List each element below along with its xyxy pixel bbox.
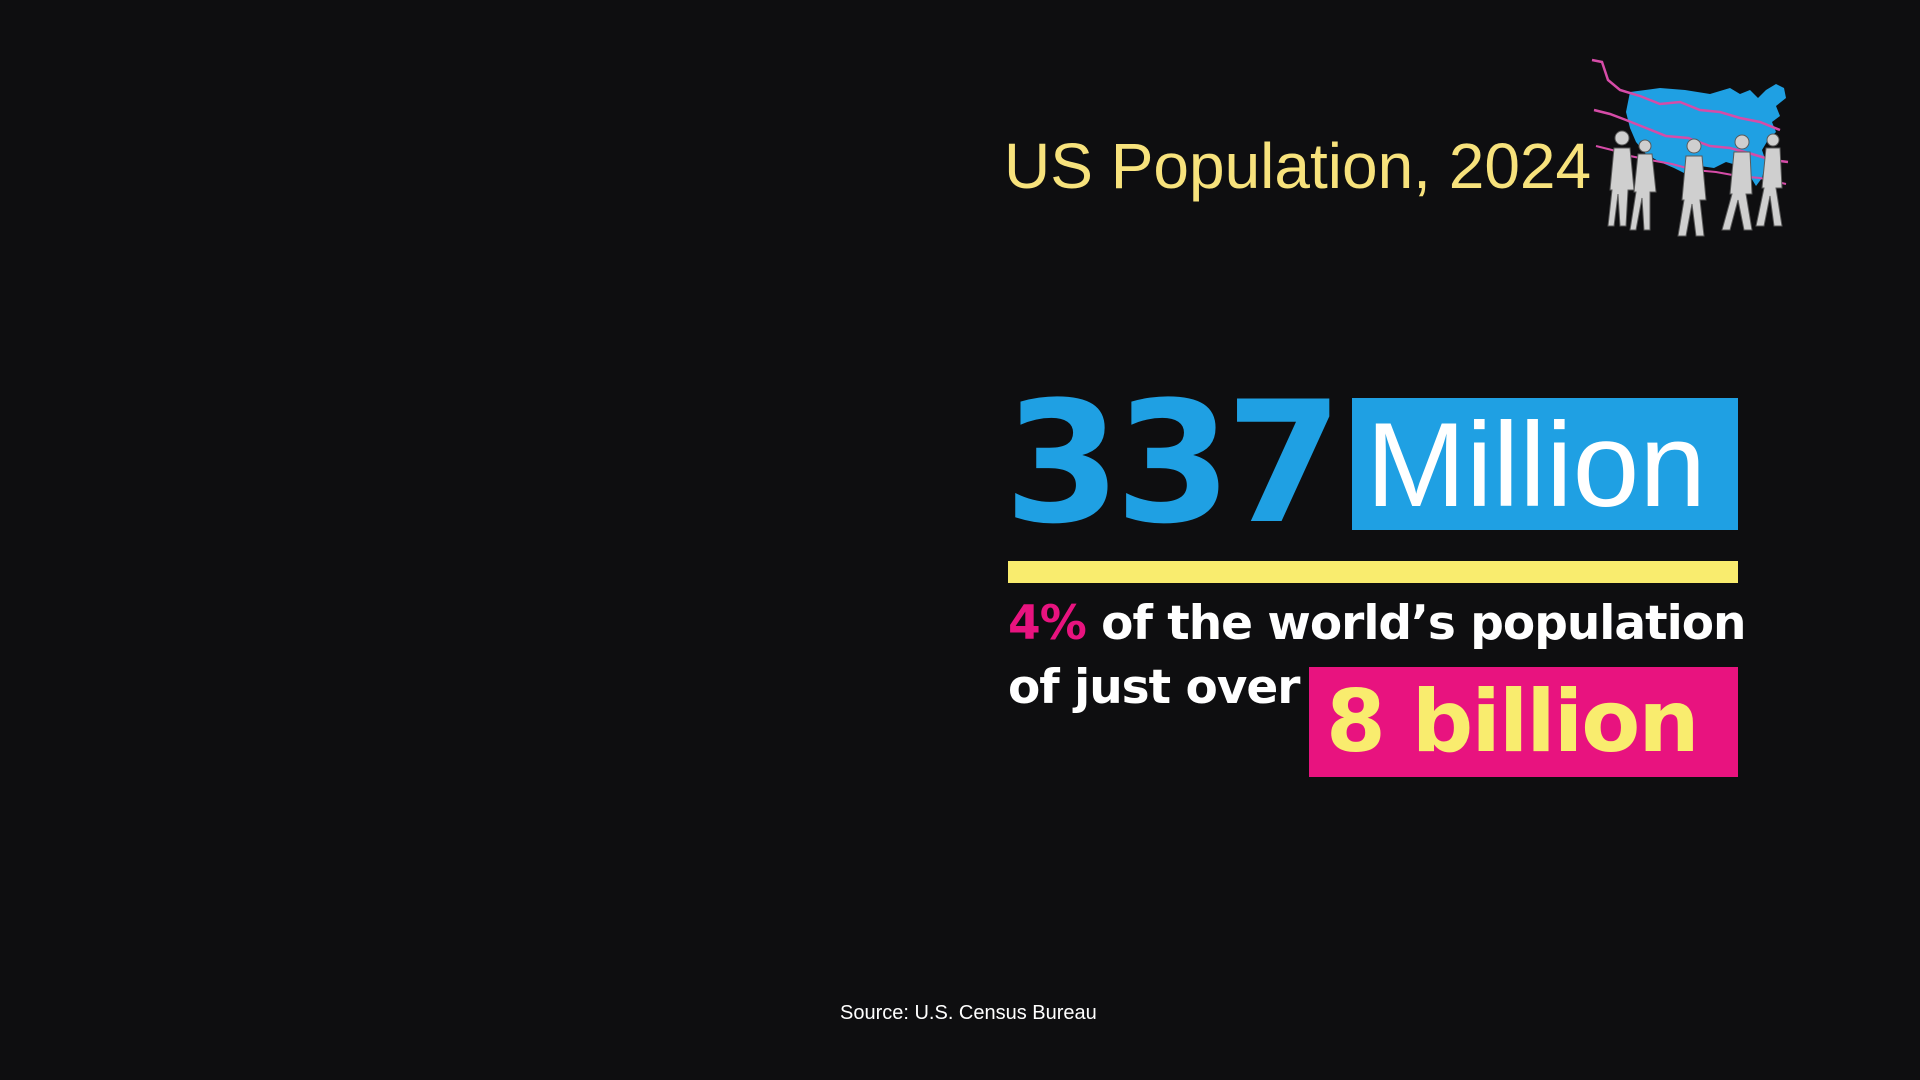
- billion-label: 8 billion: [1326, 672, 1700, 772]
- world-total-line: of just over: [1008, 660, 1300, 715]
- source-note: Source: U.S. Census Bureau: [840, 1002, 1097, 1024]
- million-badge: [1352, 398, 1738, 530]
- population-number: 337: [1004, 365, 1343, 561]
- us-map-with-walking-people-icon: [1591, 58, 1789, 237]
- million-label: Million: [1366, 398, 1707, 532]
- world-share-line: 4% of the world’s population: [1008, 594, 1746, 654]
- world-share-text: of the world’s population: [1085, 596, 1746, 651]
- page-title: US Population, 2024: [1004, 130, 1592, 202]
- percent-value: 4%: [1008, 596, 1087, 651]
- divider-bar: [1008, 561, 1738, 583]
- billion-badge: [1309, 667, 1738, 777]
